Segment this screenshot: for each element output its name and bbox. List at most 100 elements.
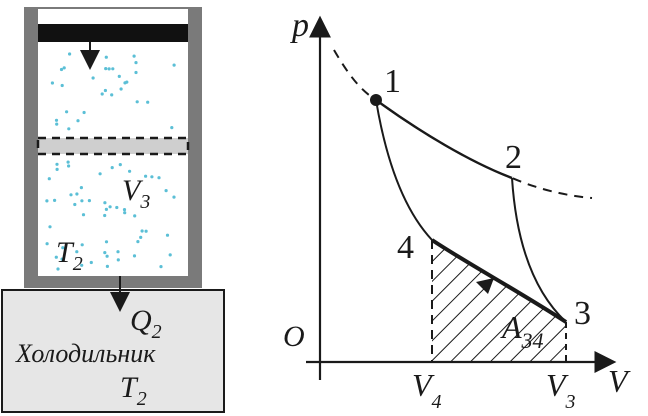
gas-particle [87, 199, 91, 203]
gas-particle [67, 127, 71, 131]
gas-particle [172, 195, 176, 199]
gas-particle [103, 213, 107, 218]
gas-particle [168, 253, 172, 257]
cooler-temp-label: T2 [120, 371, 147, 410]
gas-particle [105, 264, 109, 268]
v4-label: V4 [412, 367, 442, 413]
gas-particle [146, 100, 150, 104]
gas-particle [59, 67, 64, 72]
v-axis-label: V [608, 363, 631, 399]
gas-particle [55, 162, 59, 166]
gas-particle [159, 265, 163, 269]
pv-graph: p V O 1 2 3 4 A34 V4 V3 [283, 7, 631, 413]
gas-particle [60, 83, 64, 88]
gas-particle [140, 229, 144, 233]
cooler: Q2 Холодильник T2 [1, 276, 225, 413]
gas-particle [132, 254, 137, 258]
gas-particle [68, 52, 72, 56]
gas-particle [104, 67, 108, 71]
gas-particle [60, 257, 64, 261]
gas-particle [75, 192, 79, 196]
p-axis-label: p [290, 7, 309, 44]
gas-particle [116, 250, 120, 254]
gas-particle [144, 229, 148, 233]
gas-particle [136, 240, 140, 244]
curve-2-3 [511, 177, 567, 323]
gas-particle [80, 199, 84, 203]
gas-particle [132, 54, 136, 58]
cylinder-left-wall [24, 8, 38, 288]
gas-particle [104, 207, 108, 211]
gas-particle [157, 176, 161, 180]
gas-particle [133, 214, 137, 218]
gas-particle [116, 258, 120, 262]
gas-particle [45, 199, 49, 203]
gas-particle [62, 66, 66, 70]
work-label: A34 [500, 309, 544, 353]
point-2-label: 2 [505, 139, 522, 176]
gas-particle [100, 92, 104, 96]
gas-particle [125, 80, 129, 84]
gas-particle [103, 88, 107, 93]
gas-particle [111, 67, 115, 71]
gas-particle [54, 118, 59, 122]
gas-particle [117, 74, 121, 78]
cylinder-bottom-wall [24, 276, 202, 288]
v3-label: V3 [546, 367, 576, 413]
curve-1-2 [375, 99, 513, 180]
isotherm-dashed [333, 49, 593, 199]
gas-particle [172, 63, 176, 67]
gas-particle [104, 240, 109, 244]
gas-particles [45, 52, 176, 271]
gas-particle [105, 254, 109, 258]
gas-particle [165, 233, 170, 237]
gas-particle [108, 205, 112, 209]
gas-particle [135, 100, 139, 104]
cylinder-volume-label: V3 [122, 174, 150, 213]
gas-particle [66, 160, 70, 164]
point-1-dot [370, 94, 382, 106]
piston [38, 24, 188, 42]
gas-particle [103, 201, 107, 205]
gas-particle [144, 174, 148, 178]
gas-particle [164, 189, 168, 193]
work-area [432, 240, 566, 362]
gas-particle [55, 122, 59, 126]
direction-arrow [476, 278, 494, 294]
gas-particle [54, 255, 58, 259]
gas-particle [67, 164, 71, 168]
origin-label: O [283, 320, 305, 353]
gas-particle [45, 242, 49, 246]
gas-particle [82, 110, 86, 115]
curve-3-4 [430, 238, 568, 324]
gas-particle [73, 202, 77, 207]
gas-particle [107, 67, 111, 71]
gas-particle [139, 235, 143, 239]
gas-particle [98, 172, 102, 176]
gas-particle [48, 225, 52, 229]
point-1-label: 1 [384, 63, 401, 100]
gas-particle [123, 211, 127, 215]
gas-particle [122, 208, 127, 212]
gas-particle [89, 260, 93, 265]
gas-particle [103, 251, 107, 255]
cylinder-temp-label: T2 [56, 236, 83, 275]
heat-label: Q2 [130, 304, 162, 343]
gas-particle [110, 166, 114, 170]
gas-particle [65, 110, 69, 114]
gas-particle [56, 267, 60, 271]
gas-particle [50, 81, 55, 85]
gas-particle [134, 70, 138, 75]
gas-particle [80, 263, 84, 267]
gas-particle [134, 61, 138, 65]
gas-particle [104, 55, 108, 59]
point-3-label: 3 [574, 295, 591, 332]
gas-particle [150, 175, 154, 179]
gas-particle [128, 169, 132, 173]
curve-4-1 [375, 99, 433, 241]
gas-particle [91, 76, 95, 80]
gas-particle [118, 163, 122, 167]
piston-previous-position [36, 136, 190, 156]
gas-particle [81, 213, 86, 217]
gas-particle [79, 186, 83, 190]
